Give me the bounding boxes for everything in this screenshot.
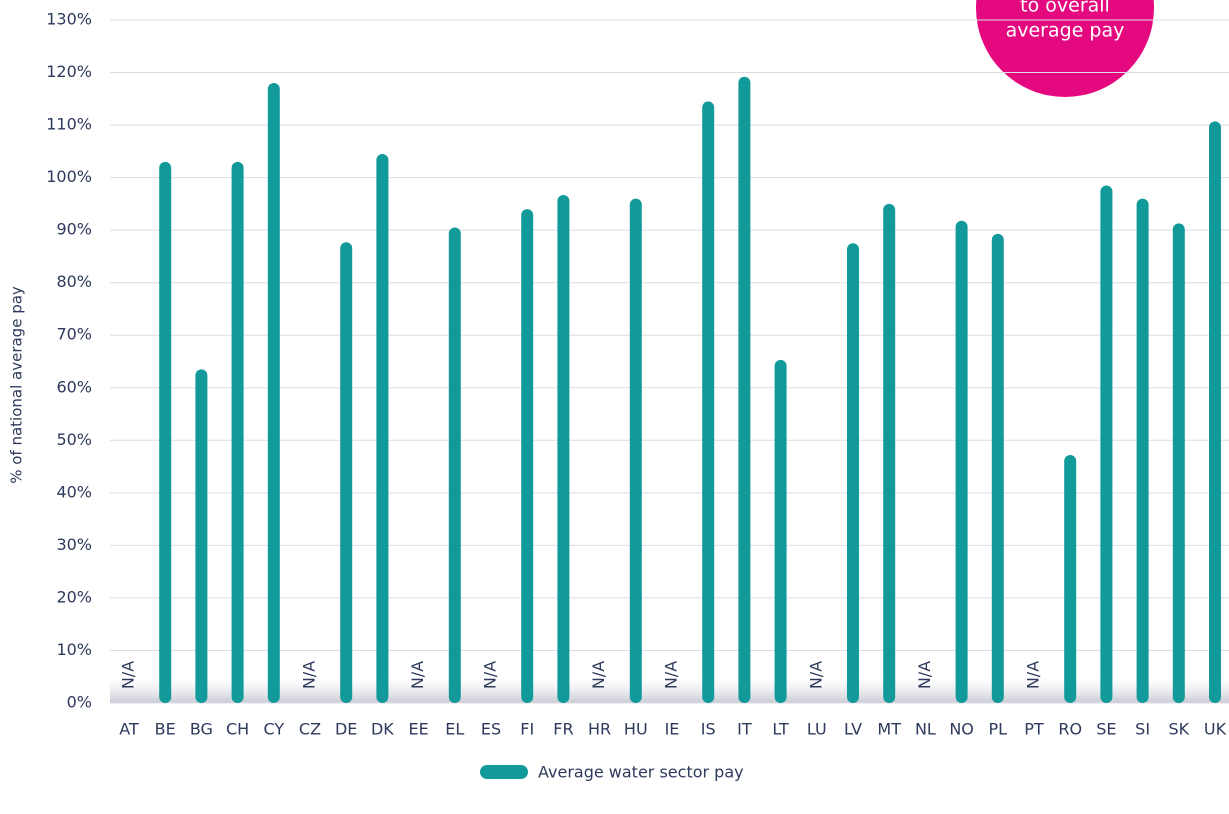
y-tick-label: 90% (56, 220, 92, 239)
bar (1064, 455, 1077, 703)
x-tick-label: IT (737, 720, 752, 739)
bar (159, 161, 172, 703)
value-label: N/A (300, 661, 319, 689)
x-tick-label: AT (119, 720, 139, 739)
y-tick-label: 120% (46, 62, 92, 81)
legend-swatch (480, 765, 528, 779)
bar (883, 203, 896, 703)
y-axis-label: % of national average pay (8, 286, 26, 484)
x-tick-label: CY (263, 720, 284, 739)
x-tick-label: LU (807, 720, 827, 739)
legend-label: Average water sector pay (538, 763, 744, 782)
x-tick-label: IS (701, 720, 716, 739)
callout-text: to overall (1020, 0, 1110, 17)
bar (738, 76, 751, 704)
x-tick-label: NO (949, 720, 974, 739)
bar (267, 83, 280, 704)
x-tick-label: CZ (299, 720, 321, 739)
x-tick-label: SE (1096, 720, 1116, 739)
y-tick-label: 50% (56, 430, 92, 449)
axis-shade (110, 678, 1229, 703)
y-tick-label: 60% (56, 377, 92, 396)
y-tick-label: 100% (46, 167, 92, 186)
bar (1100, 185, 1113, 703)
bar (1209, 121, 1221, 703)
x-tick-label: NL (915, 720, 936, 739)
x-tick-label: PL (989, 720, 1008, 739)
value-label: N/A (589, 661, 608, 689)
x-tick-label: SK (1168, 720, 1189, 739)
value-label: N/A (662, 661, 681, 689)
bar (557, 194, 570, 704)
x-tick-label: HU (624, 720, 648, 739)
x-tick-label: UK (1204, 720, 1227, 739)
bar (340, 242, 353, 704)
x-tick-label: PT (1024, 720, 1044, 739)
x-tick-label: SI (1135, 720, 1150, 739)
bar (991, 233, 1004, 703)
x-tick-label: BG (190, 720, 213, 739)
y-tick-label: 20% (56, 587, 92, 606)
value-label: N/A (915, 661, 934, 689)
y-tick-label: 80% (56, 272, 92, 291)
x-tick-label: MT (877, 720, 901, 739)
value-label: N/A (408, 661, 427, 689)
y-tick-label: 130% (46, 10, 92, 29)
x-tick-label: DK (371, 720, 394, 739)
bar (847, 243, 859, 704)
y-tick-label: 30% (56, 535, 92, 554)
x-tick-label: LT (772, 720, 789, 739)
y-tick-label: 40% (56, 482, 92, 501)
x-tick-label: RO (1058, 720, 1082, 739)
bar (521, 209, 534, 703)
bar (195, 369, 208, 703)
bar (774, 359, 787, 703)
bar (629, 198, 642, 703)
x-tick-label: HR (588, 720, 611, 739)
bar (1172, 223, 1185, 703)
x-tick-label: CH (226, 720, 249, 739)
bar (702, 101, 715, 703)
y-tick-label: 70% (56, 325, 92, 344)
x-tick-label: DE (335, 720, 357, 739)
value-label: N/A (806, 661, 825, 689)
x-tick-label: ES (481, 720, 501, 739)
bar (376, 153, 389, 703)
x-tick-label: FR (553, 720, 573, 739)
x-tick-label: EL (445, 720, 464, 739)
bar (448, 227, 461, 703)
value-label: N/A (1024, 661, 1043, 689)
y-tick-label: 110% (46, 115, 92, 134)
x-tick-label: LV (844, 720, 862, 739)
x-tick-label: FI (520, 720, 534, 739)
bar (231, 161, 244, 703)
x-tick-label: EE (408, 720, 428, 739)
x-tick-label: IE (665, 720, 680, 739)
value-label: N/A (481, 661, 500, 689)
bar (1136, 198, 1149, 703)
value-label: N/A (119, 661, 138, 689)
y-tick-label: 10% (56, 640, 92, 659)
y-tick-label: 0% (67, 693, 92, 712)
callout-text: average pay (1006, 20, 1125, 42)
x-tick-label: BE (155, 720, 176, 739)
bar (955, 220, 968, 703)
